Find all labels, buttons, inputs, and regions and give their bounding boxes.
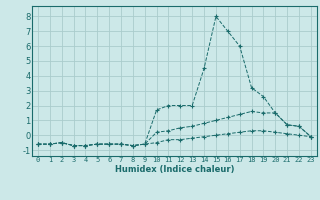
X-axis label: Humidex (Indice chaleur): Humidex (Indice chaleur)	[115, 165, 234, 174]
